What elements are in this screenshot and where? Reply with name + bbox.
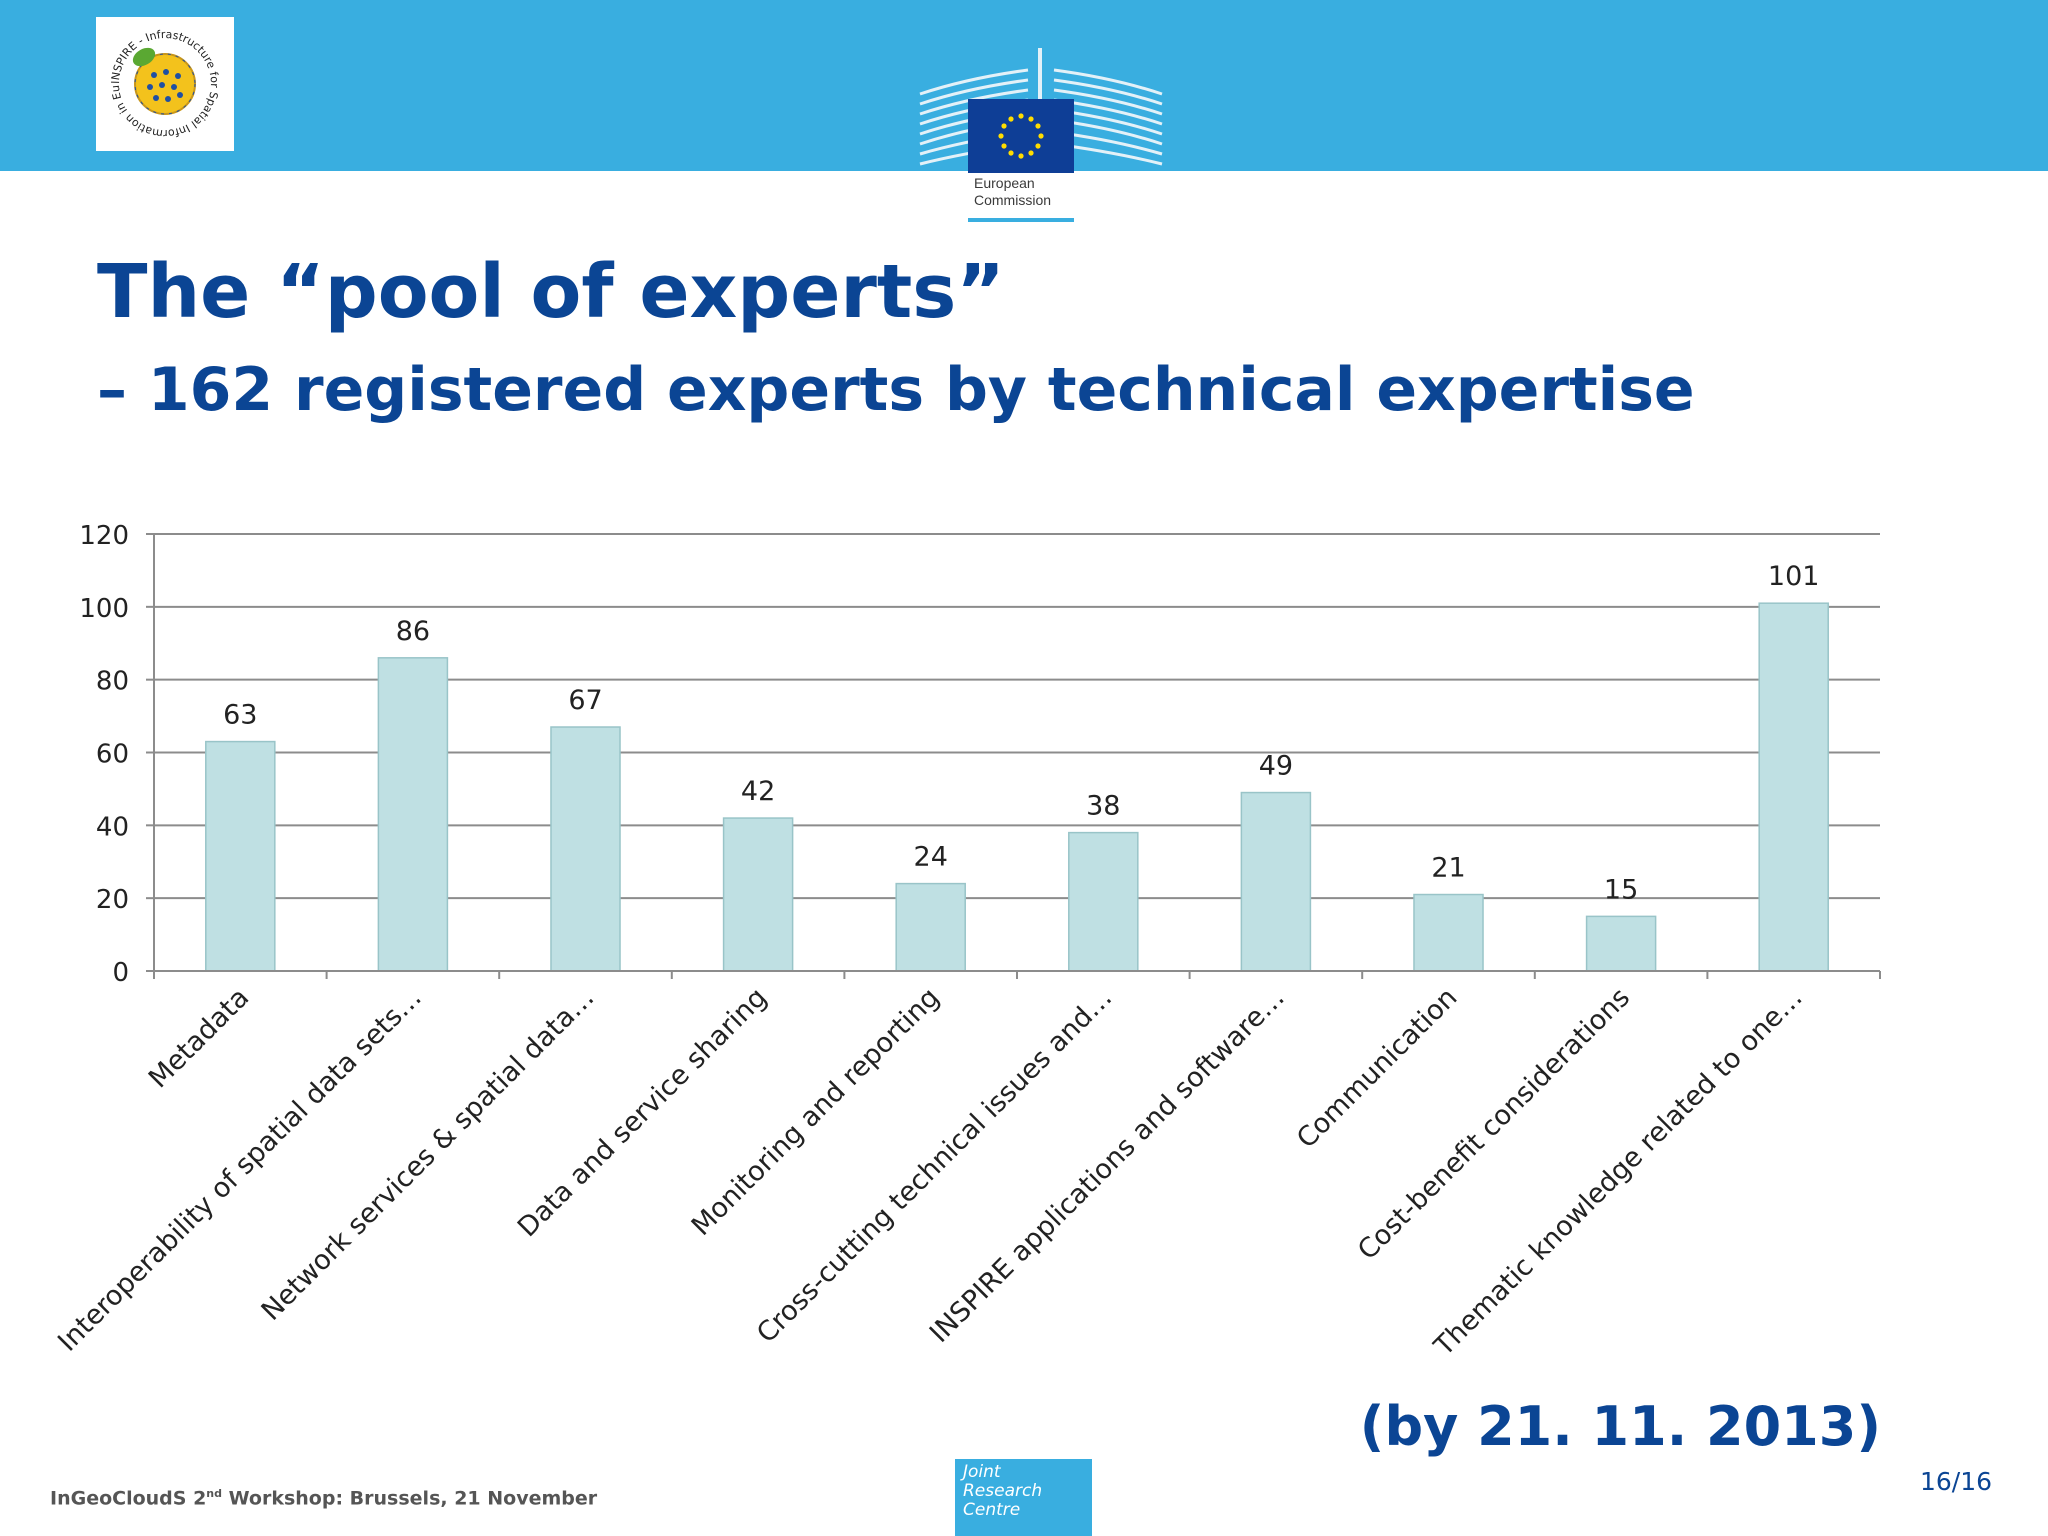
y-tick-label: 120 [79,521,129,551]
bar [722,817,794,972]
x-tick-label: Interoperability of spatial data sets… [52,982,428,1358]
data-label: 38 [1086,791,1120,822]
bar [205,740,276,972]
european-commission-logo-text: European Commission [974,175,1084,209]
bar [1068,831,1139,972]
ec-logo-line-2: Commission [974,192,1052,208]
data-label: 67 [568,685,602,716]
jrc-logo: Joint Research Centre [955,1459,1092,1536]
x-tick-label: INSPIRE applications and software… [924,982,1291,1349]
y-tick-label: 60 [96,740,129,770]
x-tick-label: Cost-benefit considerations [1352,982,1636,1266]
y-tick-label: 0 [112,958,129,988]
slide-subtitle: – 162 registered experts by technical ex… [97,355,1695,425]
data-label: 101 [1768,561,1820,592]
footer-workshop-pre: InGeoCloudS 2 [50,1487,207,1510]
bar [1240,791,1312,972]
data-label: 24 [914,842,948,873]
data-label: 42 [741,776,775,807]
footer-workshop-post: Workshop: Brussels, 21 November [222,1487,598,1510]
bar [550,726,621,972]
bar [1413,893,1484,972]
data-label: 49 [1259,751,1293,782]
page-number: 16/16 [1919,1467,1992,1496]
jrc-line-1: Joint [963,1462,1001,1482]
x-tick-label: Thematic knowledge related to one… [1428,982,1809,1363]
footer-workshop-sup: nd [206,1487,223,1500]
jrc-line-3: Centre [963,1500,1021,1520]
y-tick-label: 40 [96,812,129,842]
data-label: 63 [223,700,257,731]
slide-title: The “pool of experts” [97,249,1005,335]
data-label: 15 [1604,874,1638,905]
bar [895,882,966,972]
data-label: 21 [1431,853,1465,884]
x-tick-label: Communication [1291,982,1463,1154]
x-tick-label: Cross-cutting technical issues and… [751,982,1118,1349]
footer-workshop-text: InGeoCloudS 2nd Workshop: Brussels, 21 N… [50,1487,597,1509]
y-tick-label: 80 [96,667,129,697]
data-label: 86 [396,616,430,647]
inspire-logo: INSPIRE - Infrastructure for Spatial Inf… [93,7,234,151]
ec-logo-line-1: European [974,175,1035,191]
bar [377,657,449,972]
y-tick-label: 100 [79,594,129,624]
x-tick-label: Network services & spatial data… [256,982,601,1327]
bar [1585,915,1657,972]
date-note: (by 21. 11. 2013) [1359,1395,1881,1458]
jrc-line-2: Research [963,1481,1043,1501]
bar [1758,602,1829,972]
x-tick-label: Metadata [143,982,255,1094]
european-commission-logo [918,48,1164,224]
bar-chart: 0 20 40 60 80 100 120 63 86 67 42 24 38 49 21 15 101 Me… [52,521,1881,1363]
y-tick-label: 20 [96,885,129,915]
